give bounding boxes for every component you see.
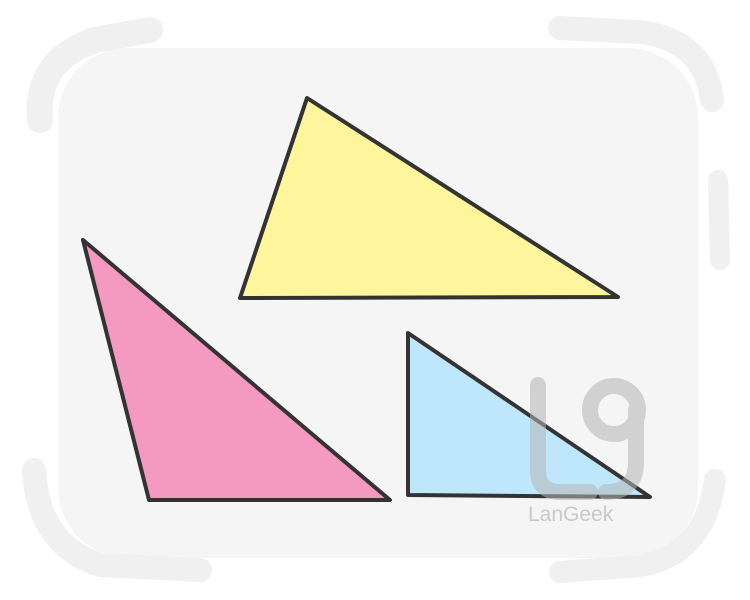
pink-triangle bbox=[81, 238, 392, 502]
watermark-text: LanGeek bbox=[528, 503, 614, 526]
yellow-triangle bbox=[238, 96, 620, 300]
blue-right-triangle bbox=[406, 331, 652, 499]
langeek-logo-icon bbox=[530, 377, 646, 500]
